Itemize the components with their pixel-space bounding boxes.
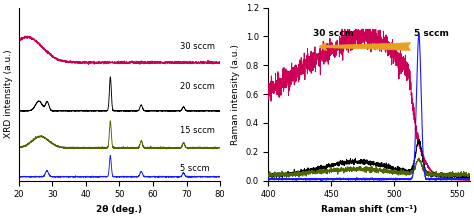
- Text: 15 sccm: 15 sccm: [180, 126, 215, 135]
- Y-axis label: Raman intensity (a.u.): Raman intensity (a.u.): [231, 44, 240, 145]
- Text: 5 sccm: 5 sccm: [180, 164, 210, 173]
- Text: 30 sccm: 30 sccm: [312, 29, 354, 39]
- Text: 5 sccm: 5 sccm: [414, 29, 449, 39]
- Y-axis label: XRD intensity (a.u.): XRD intensity (a.u.): [4, 50, 13, 138]
- Text: 20 sccm: 20 sccm: [180, 82, 215, 91]
- Text: 30 sccm: 30 sccm: [180, 42, 215, 51]
- X-axis label: Raman shift (cm⁻¹): Raman shift (cm⁻¹): [321, 205, 417, 214]
- X-axis label: 2θ (deg.): 2θ (deg.): [96, 205, 142, 214]
